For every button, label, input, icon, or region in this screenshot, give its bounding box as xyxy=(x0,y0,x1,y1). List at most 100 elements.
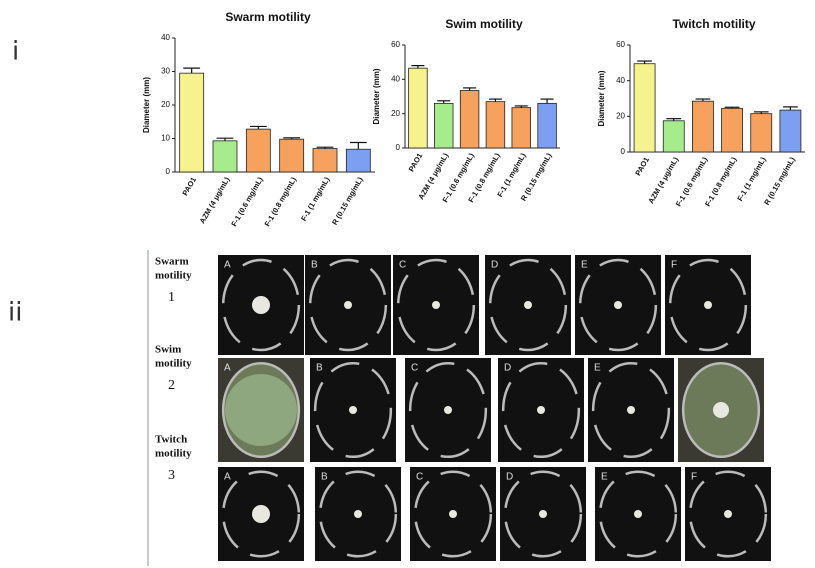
panel-letter: B xyxy=(321,472,328,483)
x-tick-label: AZM (4 μg/mL) xyxy=(198,175,232,225)
panel-letter: E xyxy=(594,363,601,374)
colony xyxy=(704,301,712,309)
y-tick-label: 0 xyxy=(166,167,171,176)
bar xyxy=(779,109,802,153)
bar xyxy=(459,90,480,149)
bar xyxy=(245,128,271,173)
x-tick-label: PAO1 xyxy=(180,175,198,197)
panel-letter: A xyxy=(224,260,231,271)
row-label: Swarm xyxy=(155,256,189,268)
row-number: 1 xyxy=(168,290,175,305)
y-tick-label: 40 xyxy=(391,74,400,83)
colony xyxy=(344,301,352,309)
part-label: ii xyxy=(8,298,22,328)
colony xyxy=(724,510,732,518)
dish-rim xyxy=(503,470,583,558)
dish-rim xyxy=(396,258,476,352)
bar xyxy=(721,107,743,153)
panel-letter: A xyxy=(224,472,231,483)
bar xyxy=(662,120,685,153)
dish-rim xyxy=(318,470,398,558)
chart-title: Twitch motility xyxy=(672,17,755,31)
row-label: motility xyxy=(155,358,192,370)
y-axis-label: Diameter (mm) xyxy=(372,68,381,124)
panel-letter: D xyxy=(506,472,513,483)
y-tick-label: 40 xyxy=(161,33,170,42)
dish-rim xyxy=(221,470,301,558)
dish-rim xyxy=(408,361,488,459)
row-label: motility xyxy=(155,448,192,460)
y-tick-label: 40 xyxy=(616,76,625,85)
x-tick-label: F-1 (0.6 mg/mL) xyxy=(229,175,265,228)
y-axis-label: Diameter (mm) xyxy=(142,77,151,133)
colony xyxy=(432,301,440,309)
bar xyxy=(511,107,531,149)
x-tick-label: F-1 (1 mg/mL) xyxy=(735,155,768,203)
dish-rim xyxy=(313,361,393,459)
bar xyxy=(212,140,238,173)
dish-rim xyxy=(488,258,568,352)
x-tick-label: F-1 (0.8 mg/mL) xyxy=(263,175,299,228)
colony xyxy=(252,505,270,523)
y-tick-label: 0 xyxy=(621,147,626,156)
bar xyxy=(633,63,656,153)
y-tick-label: 20 xyxy=(616,111,625,120)
row-label: Swim xyxy=(155,344,181,356)
bar xyxy=(537,102,557,149)
colony xyxy=(449,510,457,518)
bar xyxy=(279,138,305,173)
row-label: Twitch xyxy=(155,434,187,446)
y-tick-label: 10 xyxy=(161,134,170,143)
panel-letter: E xyxy=(581,260,588,271)
x-tick-label: R (0.15 mg/mL) xyxy=(762,155,797,206)
dish-rim xyxy=(591,361,671,459)
bar xyxy=(485,101,506,149)
bar xyxy=(179,72,205,173)
colony xyxy=(539,510,547,518)
y-tick-label: 60 xyxy=(616,40,625,49)
y-tick-label: 20 xyxy=(391,109,400,118)
bar xyxy=(434,102,454,149)
colony xyxy=(354,510,362,518)
bar xyxy=(692,100,714,153)
colony xyxy=(524,301,532,309)
panel-letter: C xyxy=(411,363,418,374)
colony xyxy=(634,510,642,518)
chart-title: Swarm motility xyxy=(225,10,311,24)
x-tick-label: R (0.15 mg/mL) xyxy=(330,175,365,226)
dish-rim xyxy=(578,258,658,352)
dish-rim xyxy=(598,470,678,558)
x-tick-label: F-1 (1 mg/mL) xyxy=(299,175,332,223)
x-tick-label: AZM (4 μg/mL) xyxy=(646,155,680,205)
panel-letter: C xyxy=(416,472,423,483)
panel-letter: D xyxy=(491,260,498,271)
x-tick-label: PAO1 xyxy=(633,155,651,177)
colony xyxy=(614,301,622,309)
panel-letter: B xyxy=(311,260,318,271)
x-tick-label: F-1 (0.8 mg/mL) xyxy=(703,155,739,208)
y-tick-label: 60 xyxy=(391,40,400,49)
colony xyxy=(537,406,545,414)
dish-rim xyxy=(308,258,388,352)
bar xyxy=(345,148,371,173)
dish-rim xyxy=(501,361,581,459)
panel-letter: F xyxy=(691,472,697,483)
row-number: 2 xyxy=(168,378,175,393)
x-tick-label: PAO1 xyxy=(407,151,425,173)
dish-rim xyxy=(221,258,301,352)
colony xyxy=(627,406,635,414)
colony xyxy=(349,406,357,414)
y-tick-label: 30 xyxy=(161,67,170,76)
colony xyxy=(225,374,297,446)
bar xyxy=(408,67,428,149)
y-tick-label: 0 xyxy=(396,143,401,152)
panel-letter: C xyxy=(399,260,406,271)
panel-letter: B xyxy=(316,363,323,374)
part-label: i xyxy=(12,37,19,67)
panel-letter: F xyxy=(671,260,677,271)
colony xyxy=(252,296,270,314)
dish-rim xyxy=(413,470,493,558)
colony xyxy=(713,402,729,418)
row-label: motility xyxy=(155,270,192,282)
